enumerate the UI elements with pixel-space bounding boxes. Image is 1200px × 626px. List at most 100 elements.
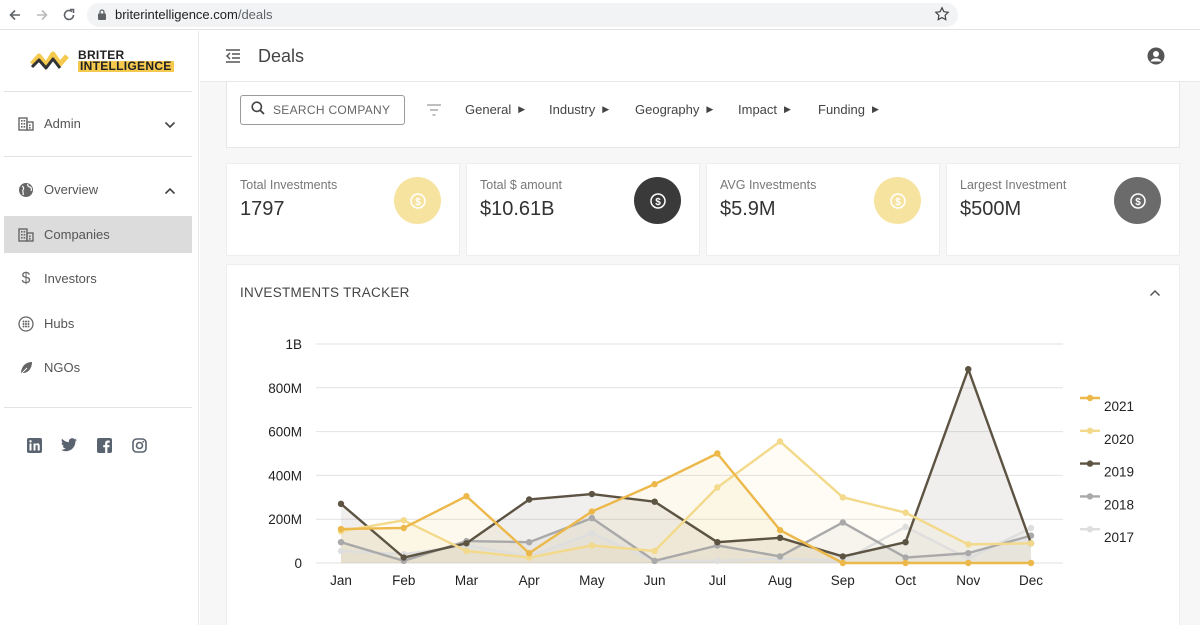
legend-label: 2021 xyxy=(1104,399,1134,414)
data-point-2019 xyxy=(400,554,407,561)
y-tick-label: 0 xyxy=(294,556,302,571)
x-tick-label: May xyxy=(579,573,605,588)
filter-impact[interactable]: Impact ▶ xyxy=(738,102,791,117)
data-point-2021 xyxy=(337,525,345,533)
data-point-2018 xyxy=(588,514,596,522)
instagram-icon[interactable] xyxy=(131,437,147,453)
grid-circle-icon xyxy=(17,315,35,333)
data-point-2019 xyxy=(839,553,847,560)
stat-value: $500M xyxy=(960,198,1022,220)
menu-collapse-icon[interactable] xyxy=(225,48,241,69)
stat-card-largest-investment: Largest Investment $500M $ xyxy=(946,163,1180,256)
data-point-2018 xyxy=(337,538,345,546)
data-point-2020 xyxy=(588,542,596,549)
caret-right-icon: ▶ xyxy=(706,104,714,114)
caret-right-icon: ▶ xyxy=(602,104,610,114)
x-tick-label: Sep xyxy=(831,573,855,588)
data-point-2021 xyxy=(651,480,658,488)
data-point-2019 xyxy=(651,498,658,505)
x-tick-label: Nov xyxy=(956,573,980,588)
search-icon xyxy=(251,100,265,120)
data-point-2020 xyxy=(839,494,847,501)
sidebar-item-label: Investors xyxy=(44,271,97,286)
data-point-2018 xyxy=(776,553,784,560)
data-point-2021 xyxy=(902,559,909,567)
linkedin-icon[interactable] xyxy=(26,437,42,453)
globe-icon xyxy=(17,181,35,199)
svg-text:$: $ xyxy=(895,196,901,207)
data-point-2020 xyxy=(651,547,658,555)
sidebar-item-investors[interactable]: $ Investors xyxy=(4,260,192,297)
lock-icon xyxy=(97,8,107,26)
legend-marker-2018 xyxy=(1086,493,1094,500)
investments-tracker-card: INVESTMENTS TRACKER 0 200M 400M 600M 800M 1B J… xyxy=(226,264,1180,625)
sidebar-item-label: Companies xyxy=(44,227,110,242)
user-account-icon[interactable] xyxy=(1147,47,1165,70)
sidebar-item-admin[interactable]: Admin xyxy=(4,105,192,142)
url-domain: briterintelligence.com xyxy=(115,7,238,22)
sidebar-item-label: Overview xyxy=(44,182,99,197)
investments-line-chart: 0 200M 400M 600M 800M 1B Jan Feb Mar Apr May Jun Jul… xyxy=(268,337,1134,588)
logo-mark-icon xyxy=(30,51,69,70)
y-tick-label: 400M xyxy=(268,468,302,483)
data-point-2019 xyxy=(776,534,784,542)
x-tick-label: Mar xyxy=(455,573,479,588)
chevron-up-icon[interactable] xyxy=(1149,284,1161,302)
sidebar-divider xyxy=(4,407,192,408)
x-tick-label: Feb xyxy=(392,573,415,588)
forward-icon[interactable] xyxy=(32,5,52,25)
search-box[interactable] xyxy=(240,95,405,125)
address-bar[interactable]: briterintelligence.com/deals xyxy=(87,3,958,27)
data-point-2019 xyxy=(902,538,909,546)
data-point-2017 xyxy=(965,555,972,562)
page-header: Deals xyxy=(200,31,1200,82)
x-tick-label: Jul xyxy=(709,573,726,588)
data-point-2019 xyxy=(588,490,596,498)
x-tick-label: Apr xyxy=(519,573,541,588)
stat-value: $5.9M xyxy=(720,198,776,220)
facebook-icon[interactable] xyxy=(96,437,112,453)
series-line-2020 xyxy=(340,440,1032,559)
sidebar-item-label: NGOs xyxy=(44,360,81,375)
sidebar-item-overview[interactable]: Overview xyxy=(4,171,192,208)
filter-general[interactable]: General ▶ xyxy=(465,102,525,117)
dollar-circle-icon: $ xyxy=(874,177,921,224)
legend-label: 2020 xyxy=(1104,432,1134,447)
series-area-2019 xyxy=(341,369,1031,563)
data-point-2021 xyxy=(525,549,533,557)
sidebar-item-hubs[interactable]: Hubs xyxy=(4,305,192,342)
logo[interactable]: BRITER INTELLIGENCE xyxy=(30,48,174,78)
dollar-circle-icon: $ xyxy=(394,177,441,224)
filter-geography[interactable]: Geography ▶ xyxy=(635,102,713,117)
back-icon[interactable] xyxy=(5,5,25,25)
stat-card-avg-investments: AVG Investments $5.9M $ xyxy=(706,163,940,256)
sidebar-item-label: Admin xyxy=(44,116,81,131)
x-tick-label: Oct xyxy=(895,573,916,588)
series-area-2021 xyxy=(341,453,1031,563)
filter-industry[interactable]: Industry ▶ xyxy=(549,102,609,117)
legend-marker-2019 xyxy=(1086,460,1094,467)
dollar-circle-icon: $ xyxy=(634,177,681,224)
x-tick-label: Jan xyxy=(330,573,352,588)
stat-card-total-amount: Total $ amount $10.61B $ xyxy=(466,163,700,256)
data-point-2021 xyxy=(463,493,470,500)
reload-icon[interactable] xyxy=(59,5,79,25)
filter-funding[interactable]: Funding ▶ xyxy=(818,102,879,117)
y-tick-label: 600M xyxy=(268,425,302,440)
filter-icon[interactable] xyxy=(427,103,441,121)
twitter-icon[interactable] xyxy=(61,437,77,453)
data-point-2021 xyxy=(776,526,784,534)
search-input[interactable] xyxy=(273,103,393,117)
bookmark-star-icon[interactable] xyxy=(934,6,950,27)
caret-right-icon: ▶ xyxy=(518,104,526,114)
main-content: General ▶ Industry ▶ Geography ▶ Impact ▶ Fu… xyxy=(200,82,1200,625)
data-point-2021 xyxy=(588,508,596,515)
svg-text:$: $ xyxy=(1135,196,1141,207)
dollar-circle-icon: $ xyxy=(1114,177,1161,224)
legend-label: 2019 xyxy=(1104,465,1134,480)
sidebar-item-companies[interactable]: Companies xyxy=(4,216,192,253)
data-point-2020 xyxy=(776,438,784,445)
sidebar-item-ngos[interactable]: NGOs xyxy=(4,349,192,386)
data-point-2020 xyxy=(400,517,407,524)
data-point-2020 xyxy=(714,484,721,491)
